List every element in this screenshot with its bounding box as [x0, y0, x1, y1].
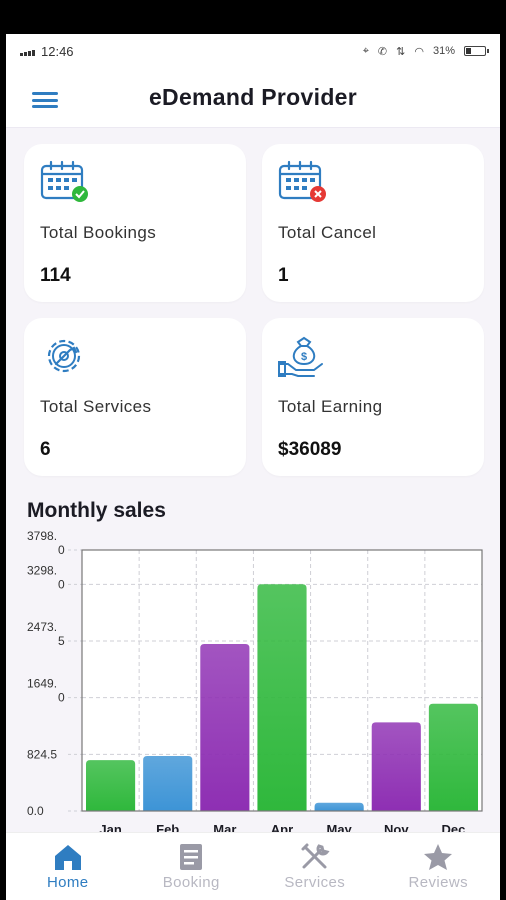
card-label: Total Services	[40, 397, 152, 416]
card-value: 1	[278, 265, 289, 286]
y-tick-label-line: 824.5	[27, 747, 57, 761]
money-bag-hand-icon: $	[278, 336, 323, 377]
status-time: 12:46	[41, 43, 74, 59]
battery-level: 31%	[432, 45, 455, 57]
nav-reviews[interactable]: Reviews	[377, 833, 501, 900]
y-tick-label-line: 0	[58, 691, 65, 705]
home-icon	[54, 845, 81, 870]
y-tick-label-line: 5	[58, 634, 65, 648]
signal-icon	[20, 47, 35, 56]
menu-icon[interactable]	[32, 92, 58, 108]
bar-mar[interactable]	[200, 644, 250, 811]
gear-wrench-icon	[47, 339, 81, 373]
location-icon: ⌖	[362, 44, 369, 57]
y-tick-label-line: 0.0	[27, 804, 44, 818]
network-icon: ⇅	[396, 45, 406, 58]
card-total-bookings[interactable]: Total Bookings 114	[24, 144, 246, 302]
status-bar: 12:46 ⌖ ✆ ⇅ ◠ 31%	[6, 34, 500, 68]
bar-apr[interactable]	[257, 584, 307, 811]
call-icon: ✆	[377, 45, 388, 58]
y-tick-label-line: 2473.	[27, 620, 57, 634]
card-label: Total Bookings	[40, 223, 157, 242]
bottom-nav: Home Booking Services Reviews	[6, 832, 500, 900]
y-tick-label-line: 3798.	[27, 529, 57, 543]
card-label: Total Earning	[278, 397, 383, 416]
card-total-cancel[interactable]: Total Cancel 1	[262, 144, 484, 302]
card-total-earning[interactable]: $ Total Earning $36089	[262, 318, 484, 476]
y-tick-label: 3798.0	[27, 529, 65, 557]
document-icon	[180, 844, 203, 870]
nav-label: Booking	[162, 874, 220, 891]
plot-border	[81, 549, 483, 812]
bar-nov[interactable]	[371, 722, 421, 811]
bar-may[interactable]	[314, 802, 364, 811]
app-bar: eDemand Provider	[6, 68, 500, 128]
chart-title: Monthly sales	[27, 499, 166, 522]
tools-icon	[301, 843, 330, 869]
card-label: Total Cancel	[278, 223, 377, 242]
card-value: 114	[40, 265, 71, 286]
bar-feb[interactable]	[143, 756, 193, 811]
y-tick-label: 3298.0	[27, 563, 65, 591]
y-tick-label: 824.5	[27, 747, 57, 761]
card-value: $36089	[278, 439, 342, 460]
y-tick-label: 0.0	[27, 804, 44, 818]
stats-cards: Total Bookings 114 Total Cancel 1	[24, 144, 484, 476]
nav-label: Home	[46, 874, 89, 891]
battery-icon	[464, 46, 489, 56]
y-tick-label: 1649.0	[27, 677, 65, 705]
y-tick-label-line: 1649.	[27, 677, 57, 691]
monthly-sales-chart: 0.0 824.5 1649.0 2473.5 3298.0 3798.0 Jan Feb Ma…	[6, 529, 500, 841]
y-tick-label-line: 3298.	[27, 563, 57, 577]
y-tick-label-line: 0	[58, 577, 65, 591]
nav-booking[interactable]: Booking	[130, 833, 254, 900]
wifi-icon: ◠	[414, 45, 424, 58]
bar-dec[interactable]	[428, 703, 478, 811]
card-value: 6	[40, 439, 51, 460]
calendar-cancel-icon	[278, 160, 326, 202]
nav-services[interactable]: Services	[253, 833, 377, 900]
page-title: eDemand Provider	[148, 84, 358, 110]
star-icon	[424, 844, 453, 870]
bar-jan[interactable]	[86, 760, 136, 811]
svg-text:$: $	[301, 351, 307, 363]
card-total-services[interactable]: Total Services 6	[24, 318, 246, 476]
calendar-check-icon	[40, 160, 88, 202]
y-tick-label: 2473.5	[27, 620, 65, 648]
nav-label: Reviews	[408, 874, 468, 891]
nav-label: Services	[284, 874, 346, 891]
y-tick-label-line: 0	[58, 543, 65, 557]
app-screen: 12:46 ⌖ ✆ ⇅ ◠ 31% eDemand Provider	[6, 34, 500, 900]
nav-home[interactable]: Home	[6, 833, 130, 900]
